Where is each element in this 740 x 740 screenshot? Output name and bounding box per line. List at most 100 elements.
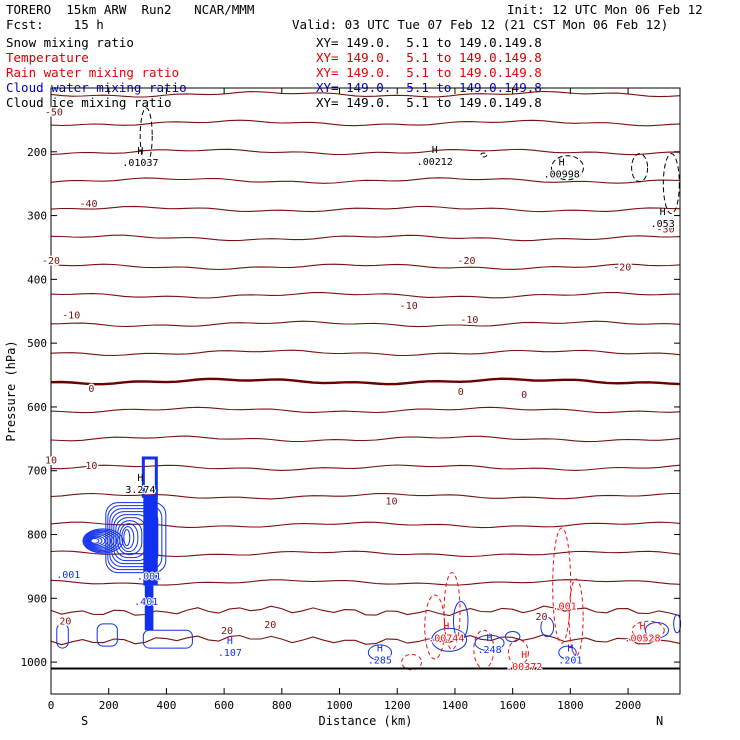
isotherm-line xyxy=(50,148,681,156)
y-tick-label: 400 xyxy=(27,273,47,286)
extremum-mark: H xyxy=(137,473,143,484)
extremum-value: .00744 xyxy=(428,633,464,644)
cloud-water-contour xyxy=(141,456,158,498)
temperature-contour-label: 20 xyxy=(535,612,547,623)
temperature-contour-label: 0 xyxy=(458,387,464,398)
extremum-mark: H xyxy=(567,644,573,655)
cloud-water-contour xyxy=(644,622,670,639)
isotherm-line xyxy=(50,263,681,271)
field-name-rain: Rain water mixing ratio xyxy=(6,65,180,80)
extremum-value: .00998 xyxy=(544,170,580,181)
extremum-mark: H xyxy=(660,207,666,218)
snow-contour xyxy=(631,153,649,183)
cloud-water-contour xyxy=(123,529,131,547)
temperature-contour-label: -50 xyxy=(45,108,63,119)
temperature-contour-label: 0 xyxy=(521,390,527,401)
extremum-value: .00372 xyxy=(506,662,542,673)
forecast-hour: Fcst: 15 h xyxy=(6,17,104,32)
extremum-mark: H xyxy=(227,636,233,647)
extremum-value: .201 xyxy=(558,656,582,667)
y-tick-label: 600 xyxy=(27,401,47,414)
x-endpoint-north: N xyxy=(656,714,663,728)
isotherm-line xyxy=(50,634,681,646)
temperature-contour-label: 20 xyxy=(221,626,233,637)
isotherm-line xyxy=(50,234,681,242)
field-xy-rain: XY= 149.0. 5.1 to 149.0.149.8 xyxy=(316,65,542,80)
cloud-water-contour xyxy=(107,505,163,571)
cloud-water-contour xyxy=(504,630,521,643)
extremum-value: .107 xyxy=(218,648,242,659)
isotherm-line xyxy=(50,320,681,328)
extremum-mark: H xyxy=(377,644,383,655)
x-tick-label: 2000 xyxy=(615,699,642,712)
cloud-water-contour xyxy=(89,536,103,546)
x-axis-label: Distance (km) xyxy=(319,714,413,728)
extremum-value: .01037 xyxy=(122,158,158,169)
extremum-value: .285 xyxy=(368,656,392,667)
field-xy-temperature: XY= 149.0. 5.1 to 149.0.149.8 xyxy=(316,50,542,65)
cloud-water-contour xyxy=(121,526,135,550)
isotherm-line xyxy=(50,406,681,414)
field-xy-snow: XY= 149.0. 5.1 to 149.0.149.8 xyxy=(316,35,542,50)
extremum-mark: H xyxy=(639,621,645,632)
isotherm-line xyxy=(50,291,681,299)
temperature-contour-label: 10 xyxy=(385,497,397,508)
rain-contour xyxy=(401,653,423,671)
cloud-water-contour xyxy=(84,530,118,552)
cloud-water-contour xyxy=(88,535,106,547)
extremum-mark: H xyxy=(521,650,527,661)
temperature-contour-label: -10 xyxy=(400,301,418,312)
extremum-value: .401 xyxy=(134,597,158,608)
snow-contour xyxy=(139,107,153,165)
cloud-water-contour xyxy=(90,538,100,544)
extremum-mark: H xyxy=(443,621,449,632)
extremum-value: .001 xyxy=(56,570,80,581)
isotherm-line xyxy=(50,464,681,471)
snow-contour xyxy=(550,155,584,181)
x-tick-label: 200 xyxy=(99,699,119,712)
cloud-water-contour xyxy=(82,528,124,554)
cloud-water-contour xyxy=(56,623,69,649)
temperature-contour-label: -20 xyxy=(457,256,475,267)
rain-contour xyxy=(443,572,461,650)
cloud-water-core xyxy=(144,585,154,631)
x-tick-label: 600 xyxy=(214,699,234,712)
x-tick-label: 1800 xyxy=(557,699,584,712)
temperature-contour-label: 20 xyxy=(264,620,276,631)
extremum-value: .248 xyxy=(478,645,502,656)
temperature-contour-label: -10 xyxy=(62,310,80,321)
field-name-temperature: Temperature xyxy=(6,50,89,65)
isotherm-line xyxy=(50,177,681,184)
extremum-value: .00212 xyxy=(417,157,453,168)
cloud-water-contour xyxy=(119,523,139,553)
cloud-water-core xyxy=(143,496,158,586)
field-name-snow: Snow mixing ratio xyxy=(6,35,134,50)
rain-contour xyxy=(568,578,584,657)
cloud-water-contour xyxy=(452,600,469,641)
rain-contour xyxy=(507,639,529,666)
cloud-water-contour xyxy=(474,634,505,652)
x-endpoint-south: S xyxy=(81,714,88,728)
x-tick-label: 1000 xyxy=(326,699,353,712)
y-tick-label: 700 xyxy=(27,465,47,478)
model-title: TORERO 15km ARW Run2 NCAR/MMM xyxy=(6,2,255,17)
extremum-value: 3.274 xyxy=(125,485,155,496)
x-tick-label: 1200 xyxy=(384,699,411,712)
cloud-water-contour xyxy=(367,644,393,661)
isotherm-line xyxy=(50,435,681,443)
rain-contour xyxy=(631,620,665,640)
x-tick-label: 1400 xyxy=(442,699,469,712)
extremum-mark: H xyxy=(559,158,565,169)
extremum-value: .00528 xyxy=(624,633,660,644)
cloud-water-contour xyxy=(96,623,118,647)
rain-contour xyxy=(424,594,446,660)
field-xy-cloud-ice: XY= 149.0. 5.1 to 149.0.149.8 xyxy=(316,95,542,110)
field-name-cloud-ice: Cloud ice mixing ratio xyxy=(6,95,172,110)
extremum-value: .001 xyxy=(137,572,161,583)
init-time: Init: 12 UTC Mon 06 Feb 12 xyxy=(507,2,703,17)
x-tick-label: 0 xyxy=(48,699,55,712)
valid-time: Valid: 03 UTC Tue 07 Feb 12 (21 CST Mon … xyxy=(292,17,669,32)
temperature-contour-label: 0 xyxy=(88,384,94,395)
